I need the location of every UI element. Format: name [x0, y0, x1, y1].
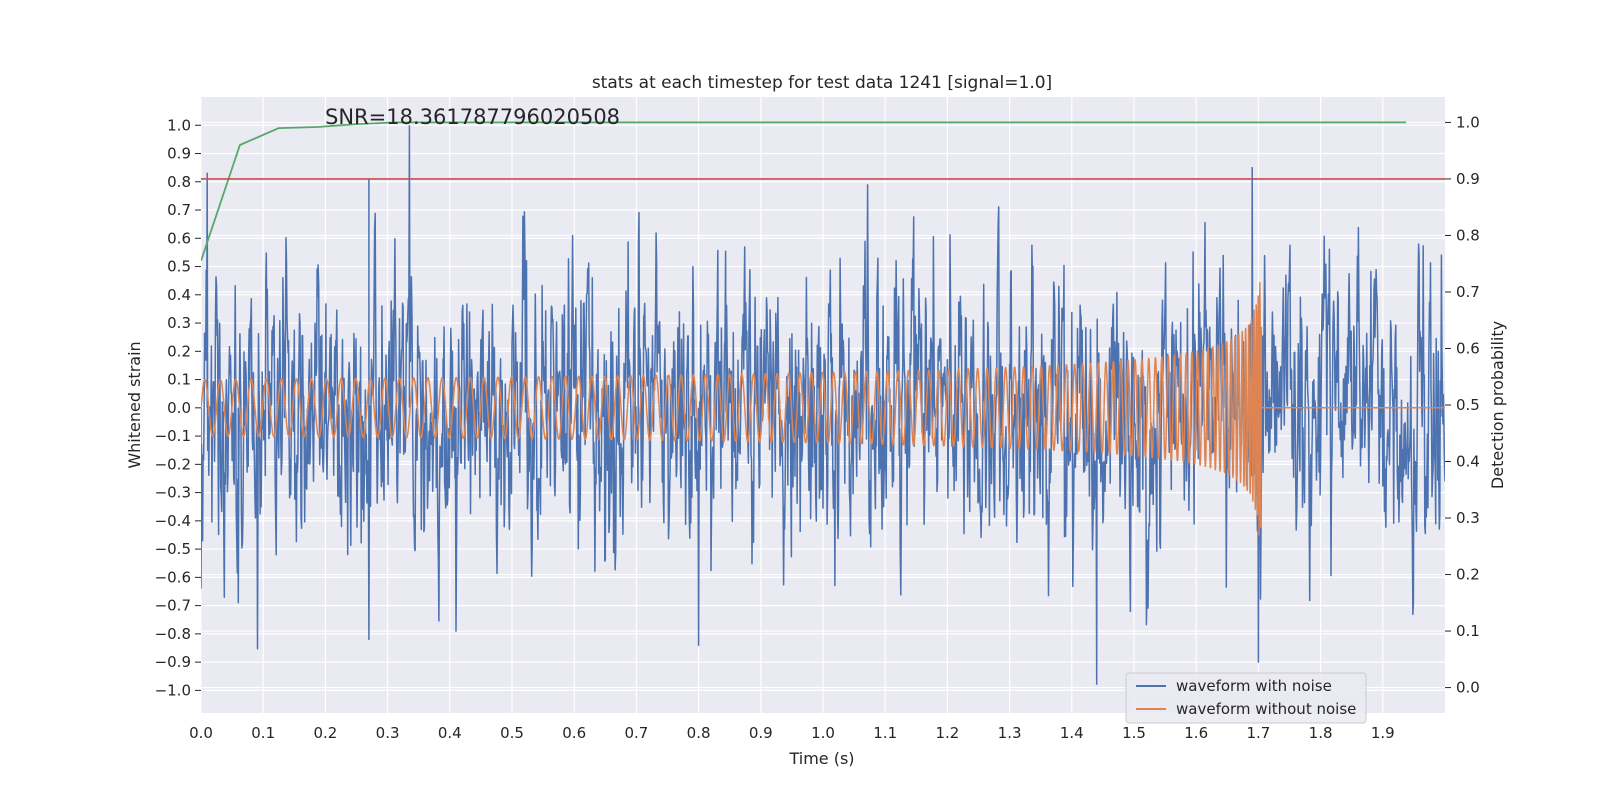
- y-tick-labels: 1.0 0.9 0.8 0.7 0.6 0.5 0.4 0.3 0.2 0.1 0.0 −0.1 −0.…: [155, 116, 201, 699]
- y-tick-label: −0.1: [155, 427, 191, 445]
- x-tick-label: 0.3: [376, 724, 400, 742]
- y-tick-label: 0.5: [167, 258, 191, 276]
- x-tick-label: 0.0: [189, 724, 213, 742]
- x-tick-label: 0.2: [313, 724, 337, 742]
- y-tick-label: 0.3: [167, 314, 191, 332]
- y2-tick-label: 0.9: [1456, 170, 1480, 188]
- y-tick-label: −1.0: [155, 681, 191, 699]
- x-tick-label: 0.7: [624, 724, 648, 742]
- y-tick-label: 0.7: [167, 201, 191, 219]
- y-tick-label: −0.5: [155, 540, 191, 558]
- y-tick-label: −0.9: [155, 653, 191, 671]
- series-waveform-without-noise: [201, 281, 1445, 536]
- y-tick-label: −0.3: [155, 484, 191, 502]
- x-tick-label: 1.2: [935, 724, 959, 742]
- x-tick-label: 1.0: [811, 724, 835, 742]
- y2-tick-label: 0.5: [1456, 396, 1480, 414]
- chart-title: stats at each timestep for test data 124…: [592, 73, 1052, 93]
- y-tick-label: −0.8: [155, 625, 191, 643]
- x-tick-label: 0.1: [251, 724, 275, 742]
- y-tick-label: 0.1: [167, 371, 191, 389]
- y-axis-title: Whitened strain: [125, 341, 144, 468]
- y-tick-label: −0.7: [155, 597, 191, 615]
- y-tick-label: −0.2: [155, 455, 191, 473]
- x-tick-label: 0.9: [749, 724, 773, 742]
- y-tick-label: 0.9: [167, 145, 191, 163]
- x-tick-label: 1.1: [873, 724, 897, 742]
- series-waveform-with-noise: [201, 125, 1445, 685]
- y2-tick-label: 0.1: [1456, 622, 1480, 640]
- y-tick-label: 0.0: [167, 399, 191, 417]
- x-tick-label: 1.9: [1371, 724, 1395, 742]
- x-tick-label: 0.6: [562, 724, 586, 742]
- series-detection-probability: [201, 121, 1407, 262]
- y2-tick-label: 0.0: [1456, 679, 1480, 697]
- x-tick-label: 1.4: [1060, 724, 1084, 742]
- y-tick-label: 0.6: [167, 229, 191, 247]
- y2-tick-label: 0.3: [1456, 509, 1480, 527]
- snr-annotation: SNR=18.361787796020508: [325, 105, 620, 129]
- x-axis-title: Time (s): [788, 749, 854, 768]
- y-tick-label: 0.2: [167, 342, 191, 360]
- x-tick-label: 0.5: [500, 724, 524, 742]
- x-tick-label: 0.8: [687, 724, 711, 742]
- x-tick-label: 1.7: [1246, 724, 1270, 742]
- y2-tick-label: 0.8: [1456, 226, 1480, 244]
- y2-axis-title: Detection probability: [1488, 321, 1507, 489]
- y-tick-label: −0.6: [155, 568, 191, 586]
- y-tick-label: 0.4: [167, 286, 191, 304]
- x-tick-label: 1.3: [998, 724, 1022, 742]
- x-tick-labels: 0.0 0.1 0.2 0.3 0.4 0.5 0.6 0.7 0.8 0.9 1.0 1.1 1.2 1…: [189, 724, 1395, 742]
- y2-tick-label: 1.0: [1456, 113, 1480, 131]
- y-tick-label: −0.4: [155, 512, 191, 530]
- x-tick-label: 0.4: [438, 724, 462, 742]
- legend-label-noise: waveform with noise: [1176, 677, 1332, 695]
- x-tick-label: 1.5: [1122, 724, 1146, 742]
- y2-tick-label: 0.4: [1456, 453, 1480, 471]
- legend-box: [1125, 672, 1367, 724]
- y2-tick-label: 0.6: [1456, 339, 1480, 357]
- series-layer: [201, 121, 1445, 685]
- y-tick-label: 1.0: [167, 116, 191, 134]
- x-tick-label: 1.6: [1184, 724, 1208, 742]
- legend: waveform with noise waveform without noi…: [1125, 672, 1367, 724]
- y-tick-label: 0.8: [167, 173, 191, 191]
- y2-tick-label: 0.7: [1456, 283, 1480, 301]
- legend-label-clean: waveform without noise: [1176, 700, 1356, 718]
- x-tick-label: 1.8: [1309, 724, 1333, 742]
- y2-tick-labels: 1.0 0.9 0.8 0.7 0.6 0.5 0.4 0.3 0.2 0.1 0.0: [1445, 113, 1480, 697]
- y2-tick-label: 0.2: [1456, 566, 1480, 584]
